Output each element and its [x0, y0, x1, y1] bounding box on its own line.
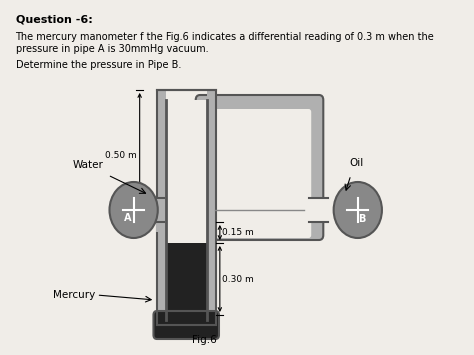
Text: Determine the pressure in Pipe B.: Determine the pressure in Pipe B. [16, 60, 181, 70]
Text: 0.15 m: 0.15 m [222, 228, 254, 237]
Text: pressure in pipe A is 30mmHg vacuum.: pressure in pipe A is 30mmHg vacuum. [16, 44, 208, 54]
Bar [157, 100, 165, 320]
Bar [157, 198, 168, 222]
Bar [165, 100, 207, 243]
Bar [165, 243, 207, 315]
Text: Question -6:: Question -6: [16, 14, 92, 24]
Text: Oil: Oil [349, 158, 364, 168]
Bar [156, 198, 165, 232]
Text: A: A [124, 213, 131, 223]
Text: Water: Water [73, 160, 103, 170]
Bar [157, 90, 216, 325]
Text: The mercury manometer f the Fig.6 indicates a differential reading of 0.3 m when: The mercury manometer f the Fig.6 indica… [16, 32, 434, 42]
Text: Fig.6: Fig.6 [192, 335, 217, 345]
Text: B: B [358, 214, 366, 224]
Text: Mercury: Mercury [53, 290, 95, 300]
FancyBboxPatch shape [154, 311, 219, 339]
Bar [207, 100, 216, 320]
Circle shape [109, 182, 158, 238]
Bar [198, 196, 212, 224]
Bar [199, 195, 211, 225]
Text: 0.30 m: 0.30 m [222, 274, 254, 284]
Circle shape [334, 182, 382, 238]
Bar [207, 90, 216, 325]
Bar [157, 90, 165, 325]
FancyBboxPatch shape [196, 95, 323, 240]
Bar [309, 198, 328, 222]
Text: 0.50 m: 0.50 m [105, 151, 137, 159]
FancyBboxPatch shape [208, 109, 311, 238]
